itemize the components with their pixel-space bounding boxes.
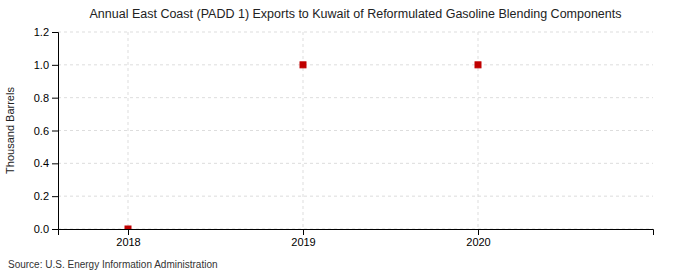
source-note: Source: U.S. Energy Information Administ… <box>8 259 218 270</box>
tick-mark <box>52 32 58 33</box>
tick: 0.0 <box>34 223 58 235</box>
tick: 0.2 <box>34 190 58 202</box>
grid-line-y <box>58 196 653 197</box>
tick: 0.6 <box>34 125 58 137</box>
axis-line <box>52 33 59 230</box>
grid-line-y <box>58 163 653 164</box>
point <box>125 226 131 229</box>
tick-mark <box>52 131 58 132</box>
tick: 0.8 <box>34 92 58 104</box>
tick-label: 1.0 <box>34 59 49 71</box>
tick-label: 0.4 <box>34 157 49 169</box>
axis-line <box>59 230 654 236</box>
tick: 1.2 <box>34 26 58 38</box>
tick: 2020 <box>466 229 490 248</box>
grid-line-y <box>58 64 653 65</box>
tick-mark <box>303 229 304 235</box>
tick-mark <box>52 229 58 230</box>
point <box>300 62 306 68</box>
title: Annual East Coast (PADD 1) Exports to Ku… <box>90 7 622 21</box>
grid-line-x <box>128 32 129 229</box>
tick-label: 2020 <box>466 236 490 248</box>
tick-mark <box>52 98 58 99</box>
tick-mark <box>52 163 58 164</box>
tick: 2019 <box>291 229 315 248</box>
chart-svg: 2018 2019 2020 0.0 0.2 0.4 0.6 0.8 1.0 1.2 Annual … <box>0 0 675 275</box>
tick: 1.0 <box>34 59 58 71</box>
tick-label: 2018 <box>116 236 140 248</box>
y-axis-label: Thousand Barrels <box>4 87 16 174</box>
plot-area: 2018 2019 2020 0.0 0.2 0.4 0.6 0.8 1.0 1.2 <box>34 26 654 248</box>
tick-label: 0.2 <box>34 190 49 202</box>
tick-mark <box>478 229 479 235</box>
tick: 2018 <box>116 229 140 248</box>
grid <box>58 32 653 229</box>
tick-label: 0.0 <box>34 223 49 235</box>
tick-mark <box>52 65 58 66</box>
y-axis: 0.0 0.2 0.4 0.6 0.8 1.0 1.2 <box>34 26 59 235</box>
tick-label: 2019 <box>291 236 315 248</box>
grid-line-y <box>58 130 653 131</box>
tick-label: 0.8 <box>34 92 49 104</box>
grid-line-y <box>58 97 653 98</box>
x-axis: 2018 2019 2020 <box>59 229 654 248</box>
points <box>125 62 481 229</box>
tick-mark <box>128 229 129 235</box>
tick-mark <box>52 196 58 197</box>
point <box>475 62 481 68</box>
tick: 0.4 <box>34 157 58 169</box>
tick-label: 1.2 <box>34 26 49 38</box>
grid-line-y <box>58 32 653 33</box>
tick-label: 0.6 <box>34 125 49 137</box>
